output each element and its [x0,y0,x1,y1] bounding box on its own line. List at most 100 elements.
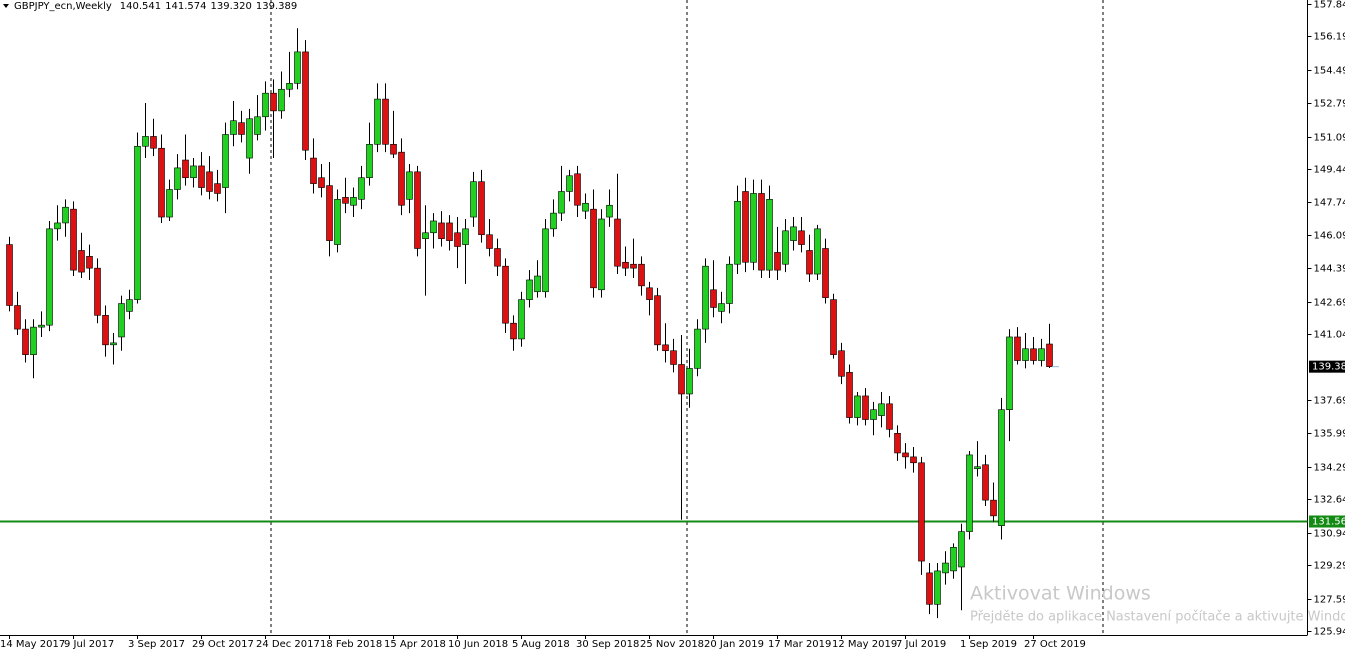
candle-body [774,252,781,271]
x-tick-label: 3 Sep 2017 [128,639,185,650]
y-tick-label: 149.44 [1314,165,1345,176]
header: GBPJPY_ecn,Weekly 140.541 141.574 139.320 13… [14,1,297,12]
candle-body [118,303,125,338]
watermark-title: Aktivovat Windows [970,583,1151,605]
candle-body [982,464,989,501]
candle-body [214,183,221,194]
symbol: GBPJPY_ecn,Weekly [14,1,112,12]
candle-body [126,299,133,312]
y-tick-label: 129.29 [1314,561,1345,572]
x-tick-label: 10 Jun 2018 [448,639,508,650]
candle-body [190,165,197,179]
candle-body [390,144,397,155]
candle-body [470,181,477,218]
candle-body [838,350,845,377]
candle-body [782,230,789,265]
candle-body [446,222,453,241]
x-tick-label: 30 Sep 2018 [576,639,639,650]
candle-body [814,228,821,275]
candle-body [854,395,861,418]
y-tick-label: 130.94 [1314,529,1345,540]
candle-body [534,275,541,293]
candle-body [406,171,413,200]
candle-body [230,120,237,135]
candle-body [910,456,917,464]
y-tick-label: 127.59 [1314,595,1345,606]
candle-body [670,350,677,365]
candle-body [638,263,645,287]
candle-body [886,403,893,430]
x-tick-label: 29 Oct 2017 [192,639,254,650]
candle-body [750,193,757,263]
header-high: 141.574 [165,1,206,12]
y-tick-label: 151.09 [1314,133,1345,144]
candle-body [1022,348,1029,361]
candle-body [54,222,61,230]
candle-body [606,204,613,218]
candle-body [710,289,717,308]
x-tick-label: 7 Jul 2019 [896,639,946,650]
candle-body [726,263,733,304]
candle-body [430,220,437,234]
candle-body [102,315,109,346]
candle-body [1030,348,1037,361]
candle-body [110,342,117,346]
candle-body [902,452,909,458]
candle-body [646,287,653,300]
x-tick-label: 5 Aug 2018 [512,639,570,650]
candle-body [966,454,973,532]
candle-body [862,395,869,420]
candle-body [342,197,349,204]
candle-body [958,531,965,568]
x-tick-label: 27 Oct 2019 [1024,639,1086,650]
candle-body [566,175,573,192]
candle-body [286,83,293,90]
candle-body [326,185,333,241]
candle-body [662,344,669,352]
candle-body [414,171,421,249]
candle-body [510,322,517,340]
y-tick-label: 147.74 [1314,198,1345,209]
menu-triangle [3,4,9,8]
candle-body [798,230,805,245]
y-tick-label: 135.99 [1314,429,1345,440]
y-tick-label: 156.19 [1314,32,1345,43]
level-label-box [1309,515,1345,528]
candle-body [590,208,597,289]
candle-body [502,265,509,324]
x-tick-label: 24 Dec 2017 [256,639,320,650]
candle-body [518,299,525,340]
candle-body [758,193,765,271]
header-close: 139.389 [256,1,297,12]
last-price-box [1309,360,1345,373]
candle-body [718,303,725,312]
x-tick-label: 12 May 2019 [832,639,897,650]
candle-body [630,263,637,269]
candle-body [870,409,877,420]
candle-body [1014,336,1021,361]
y-tick-label: 144.39 [1314,264,1345,275]
x-tick-label: 25 Nov 2018 [640,639,704,650]
y-tick-label: 157.84 [1314,0,1345,11]
candle-body [494,248,501,267]
x-tick-label: 15 Apr 2018 [384,639,446,650]
x-tick-label: 9 Jul 2017 [64,639,114,650]
candle-body [766,199,773,271]
candle-body [1046,343,1053,367]
candle-body [142,136,149,147]
candle-body [222,134,229,188]
candle-body [334,199,341,245]
candle-body [86,256,93,269]
candle-body [350,197,357,206]
x-tick-label: 1 Sep 2019 [960,639,1017,650]
candle-body [694,328,701,369]
candle-body [454,232,461,247]
candle-body [6,244,13,306]
candle-body [206,171,213,192]
y-tick-label: 141.04 [1314,330,1345,341]
candle-body [822,248,829,298]
y-tick-label: 142.69 [1314,298,1345,309]
y-tick-label: 125.94 [1314,627,1345,638]
candle-body [598,218,605,291]
